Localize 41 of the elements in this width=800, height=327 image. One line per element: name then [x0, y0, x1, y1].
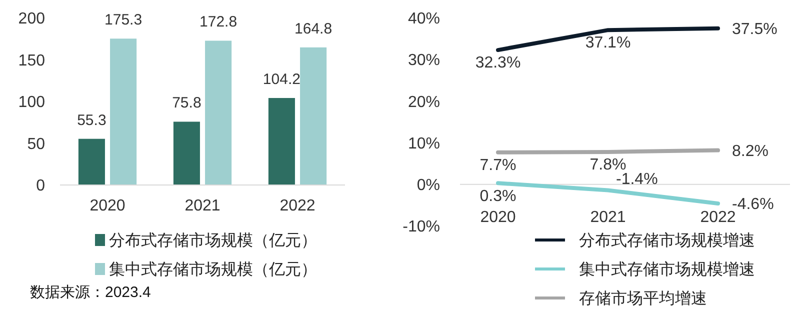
bar	[110, 38, 137, 185]
legend-label: 集中式存储市场规模增速	[579, 260, 755, 279]
y-tick-label: 50	[27, 136, 46, 153]
data-label: 8.2%	[732, 142, 768, 160]
y-tick-label: -10%	[402, 218, 440, 236]
data-label: 164.8	[294, 20, 332, 38]
data-label: 172.8	[200, 14, 238, 31]
data-label: 32.3%	[475, 54, 521, 72]
y-tick-label: 20%	[408, 94, 440, 111]
data-label: 7.7%	[480, 156, 516, 174]
y-tick-label: 40%	[408, 10, 440, 28]
bar	[205, 40, 232, 185]
data-label: 55.3	[77, 112, 106, 129]
y-tick-label: 0%	[416, 177, 440, 194]
x-tick-label: 2022	[700, 209, 736, 226]
y-tick-label: 100	[18, 94, 46, 112]
data-label: 175.3	[104, 12, 142, 29]
bar	[300, 47, 327, 185]
y-tick-label: 150	[18, 52, 46, 70]
bar	[173, 122, 200, 185]
bar	[78, 138, 105, 185]
legend-label: 分布式存储市场规模增速	[579, 232, 755, 250]
legend-label: 集中式存储市场规模（亿元）	[109, 260, 317, 279]
source-note: 数据来源：2023.4	[30, 284, 151, 301]
legend-label: 分布式存储市场规模（亿元）	[109, 232, 317, 250]
y-tick-label: 30%	[408, 52, 440, 70]
data-label: 75.8	[172, 94, 202, 112]
y-tick-label: 0	[36, 178, 46, 195]
data-label: 0.3%	[480, 188, 516, 205]
bar	[268, 98, 295, 185]
y-tick-label: 200	[18, 10, 46, 28]
y-tick-label: 10%	[408, 135, 440, 152]
x-tick-label: 2020	[480, 209, 516, 226]
x-tick-label: 2021	[590, 209, 626, 226]
x-tick-label: 2021	[184, 198, 220, 215]
legend-label: 存储市场平均增速	[579, 290, 707, 308]
x-tick-label: 2020	[90, 198, 126, 215]
data-label: 37.1%	[585, 34, 631, 52]
data-label: 37.5%	[732, 21, 778, 38]
data-label: 104.2	[262, 70, 300, 88]
x-tick-label: 2022	[280, 198, 316, 215]
